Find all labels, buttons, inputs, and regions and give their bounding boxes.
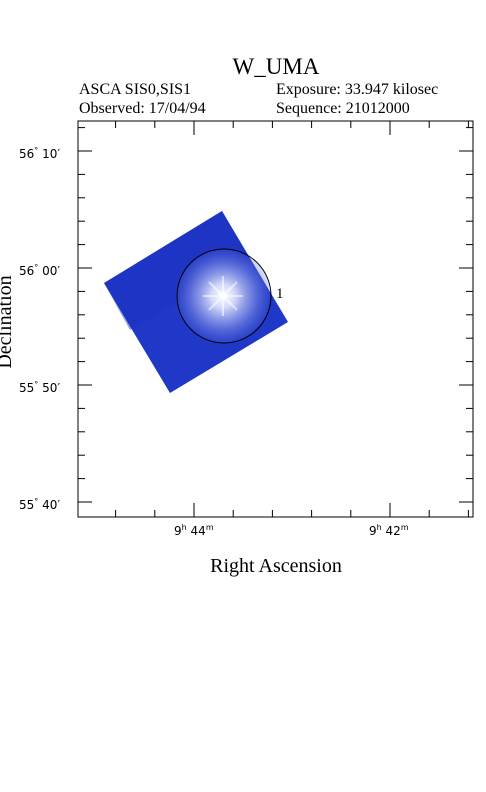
observed-label: Observed: 17/04/94: [79, 100, 206, 117]
detector-field-shade: [104, 211, 250, 330]
source-marker-label: 1: [276, 286, 284, 302]
axis-ticks: [78, 121, 473, 517]
instrument-label: ASCA SIS0,SIS1: [79, 81, 192, 98]
y-tick-label-2: 56° 00′: [19, 263, 61, 278]
y-axis-label: Declination: [0, 275, 16, 369]
y-tick-label-3: 55° 50′: [19, 380, 61, 395]
source-region-circle: [176, 248, 272, 344]
x-tick-label-2: 9h 42m: [369, 523, 409, 538]
plot-title: W_UMA: [232, 54, 320, 79]
y-tick-label-4: 55° 40′: [19, 497, 61, 512]
y-tick-label-1: 56° 10′: [19, 146, 61, 161]
x-axis-label: Right Ascension: [210, 555, 342, 577]
plot-frame: [77, 120, 474, 518]
exposure-label: Exposure: 33.947 kilosec: [276, 81, 439, 98]
source-core: [219, 292, 227, 300]
x-tick-label-1: 9h 44m: [174, 523, 214, 538]
sequence-label: Sequence: 21012000: [276, 100, 410, 117]
